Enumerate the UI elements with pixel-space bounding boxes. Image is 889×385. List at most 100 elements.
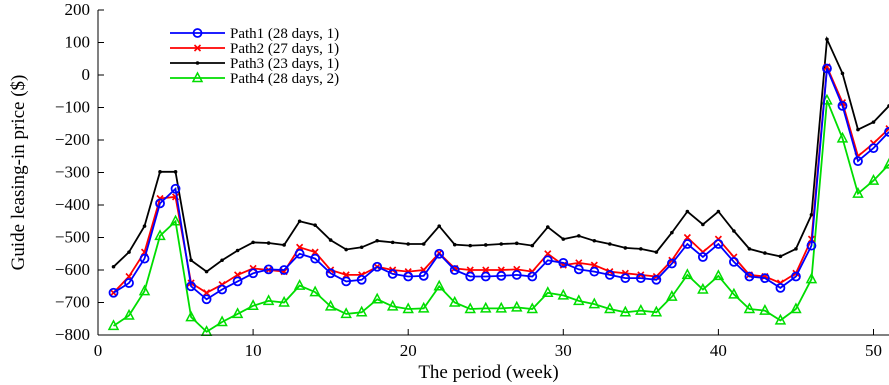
- data-point: [732, 229, 736, 233]
- data-point: [371, 292, 383, 304]
- data-point: [235, 248, 240, 253]
- data-point: [588, 297, 601, 309]
- data-point: [437, 224, 442, 228]
- data-point: [836, 131, 849, 143]
- data-point: [294, 248, 305, 259]
- data-point: [729, 256, 739, 267]
- data-point: [192, 28, 203, 38]
- data-point: [154, 229, 166, 241]
- data-point: [108, 287, 119, 298]
- data-point: [759, 304, 771, 315]
- data-point: [234, 271, 242, 279]
- data-point: [666, 290, 678, 301]
- data-point: [449, 265, 460, 275]
- legend-label: Path4 (28 days, 2): [230, 71, 339, 87]
- data-point: [263, 264, 274, 275]
- x-tick-label: 0: [94, 341, 103, 360]
- data-point: [193, 44, 202, 52]
- data-point: [155, 198, 165, 209]
- data-point: [809, 212, 814, 217]
- data-point: [666, 258, 677, 269]
- data-point: [220, 258, 224, 263]
- data-point: [760, 273, 770, 284]
- data-point: [635, 304, 647, 315]
- data-point: [623, 246, 628, 250]
- data-point: [791, 271, 801, 282]
- data-point: [158, 170, 162, 174]
- data-point: [448, 295, 461, 307]
- data-point: [310, 253, 321, 264]
- data-point: [262, 294, 275, 306]
- data-point: [139, 253, 150, 264]
- data-point: [356, 274, 367, 285]
- data-point: [247, 299, 259, 310]
- y-tick-label: −400: [55, 195, 90, 214]
- series-4: [107, 93, 889, 336]
- data-point: [822, 63, 832, 74]
- data-point: [712, 269, 725, 281]
- data-point: [417, 301, 430, 313]
- data-point: [203, 289, 211, 297]
- data-point: [558, 257, 569, 268]
- data-point: [589, 266, 600, 277]
- data-point: [639, 247, 643, 251]
- y-tick-label: −700: [55, 293, 90, 312]
- data-point: [499, 242, 504, 246]
- data-point: [402, 302, 414, 314]
- data-point: [495, 301, 508, 313]
- series-line: [112, 66, 889, 294]
- data-point: [293, 278, 306, 290]
- data-point: [747, 247, 752, 251]
- data-point: [545, 225, 550, 229]
- data-point: [713, 239, 724, 249]
- y-axis-label: Guide leasing-in price ($): [8, 75, 29, 271]
- data-point: [852, 187, 864, 198]
- data-point: [728, 287, 740, 299]
- data-point: [654, 250, 659, 254]
- data-point: [328, 238, 333, 242]
- data-point: [195, 61, 200, 65]
- legend-item-2: Path2 (27 days, 1): [170, 41, 339, 57]
- data-point: [403, 271, 414, 282]
- data-point: [465, 271, 476, 282]
- data-point: [514, 241, 519, 246]
- y-tick-label: 100: [65, 33, 91, 52]
- legend: Path1 (28 days, 1)Path2 (27 days, 1)Path…: [170, 26, 339, 87]
- legend-label: Path3 (23 days, 1): [230, 56, 339, 72]
- data-point: [173, 170, 178, 174]
- y-tick-label: −800: [55, 325, 90, 344]
- data-point: [186, 281, 196, 292]
- data-point: [232, 276, 243, 287]
- data-point: [790, 302, 802, 314]
- data-point: [608, 242, 612, 246]
- data-point: [278, 295, 290, 307]
- legend-item-1: Path1 (28 days, 1): [170, 26, 339, 42]
- series-3: [111, 35, 889, 274]
- data-point: [868, 143, 879, 154]
- data-point: [526, 302, 539, 314]
- data-point: [805, 272, 818, 284]
- data-point: [743, 302, 756, 314]
- data-point: [138, 284, 151, 296]
- data-point: [359, 245, 364, 250]
- data-point: [201, 294, 212, 305]
- data-point: [142, 224, 147, 228]
- y-tick-label: −200: [55, 130, 90, 149]
- data-point: [670, 230, 674, 235]
- data-point: [355, 305, 368, 317]
- data-point: [573, 264, 584, 275]
- data-point: [480, 271, 491, 282]
- data-point: [248, 268, 258, 279]
- data-point: [266, 241, 271, 245]
- data-point: [561, 237, 566, 241]
- data-point: [573, 294, 585, 306]
- data-point: [452, 242, 457, 247]
- data-point: [372, 261, 383, 272]
- data-point: [107, 319, 120, 331]
- series-1: [108, 63, 889, 305]
- data-point: [871, 120, 876, 124]
- x-tick-label: 10: [245, 341, 262, 360]
- data-point: [421, 242, 426, 246]
- data-point: [885, 125, 889, 133]
